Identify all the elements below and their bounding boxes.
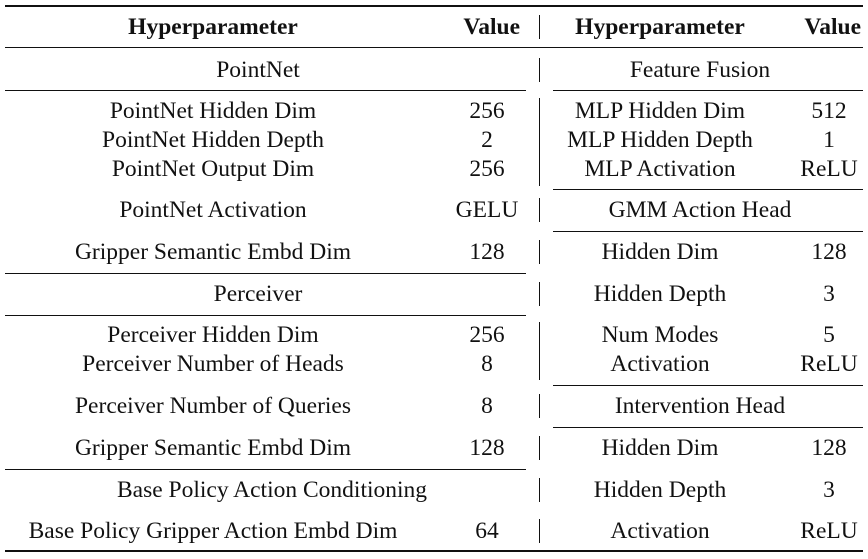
column-separator [539,15,541,39]
section-title-feature-fusion: Feature Fusion [629,57,771,83]
param-value: 256 [469,322,505,348]
param-value: ReLU [800,351,858,377]
perceiver-title-rule [5,315,526,317]
param-name: MLP Hidden Dim [574,98,746,124]
header-hyperparameter-left: Hyperparameter [128,14,298,40]
pointnet-title-rule [5,90,526,92]
column-separator [539,240,541,264]
top-rule [5,5,863,7]
param-value: 256 [469,156,505,182]
param-value: 8 [481,393,493,419]
param-value: 128 [811,435,847,461]
section-title-perceiver: Perceiver [213,281,303,307]
param-value: GELU [455,197,519,223]
bottom-rule [5,550,863,552]
param-name: Activation [610,518,710,544]
section-title-gmm-action-head: GMM Action Head [608,197,792,223]
param-value: 256 [469,98,505,124]
header-rule [5,47,863,49]
param-value: 2 [481,127,493,153]
header-hyperparameter-right: Hyperparameter [575,14,745,40]
param-value: 128 [469,239,505,265]
column-separator [539,394,541,418]
section-title-intervention-head: Intervention Head [614,393,786,419]
param-value: ReLU [800,518,858,544]
column-separator [539,282,541,306]
param-name: Perceiver Number of Queries [74,393,352,419]
param-value: 512 [811,98,847,124]
header-value-right: Value [804,14,861,40]
param-name: MLP Hidden Depth [567,127,753,153]
param-name: Hidden Depth [593,281,727,307]
intervention-title-rule [553,427,863,429]
param-name: PointNet Hidden Dim [109,98,317,124]
param-name: Activation [610,351,710,377]
param-name: PointNet Activation [119,197,307,223]
param-name: MLP Activation [584,156,736,182]
column-separator [539,322,541,380]
param-name: Num Modes [601,322,719,348]
intervention-top-rule [553,385,863,387]
param-value: ReLU [800,156,858,182]
header-value-left: Value [463,14,520,40]
param-value: 3 [823,281,835,307]
column-separator [539,519,541,543]
param-name: Hidden Depth [593,477,727,503]
param-value: 128 [469,435,505,461]
param-name: Perceiver Hidden Dim [107,322,319,348]
param-name: Hidden Dim [601,435,719,461]
param-name: PointNet Hidden Depth [102,127,324,153]
column-separator [539,436,541,460]
gmm-title-rule [553,231,863,233]
feature-fusion-title-rule [553,90,863,92]
column-separator [539,98,541,186]
param-value: 5 [823,322,835,348]
param-name: Gripper Semantic Embd Dim [74,435,352,461]
section-title-base-policy: Base Policy Action Conditioning [116,477,428,503]
param-value: 64 [475,518,499,544]
param-name: Gripper Semantic Embd Dim [74,239,352,265]
param-value: 3 [823,477,835,503]
perceiver-top-rule [5,273,526,275]
gmm-top-rule [553,189,863,191]
param-name: PointNet Output Dim [111,156,315,182]
param-value: 8 [481,351,493,377]
param-name: Base Policy Gripper Action Embd Dim [28,518,398,544]
section-title-pointnet: PointNet [216,57,300,83]
param-value: 1 [823,127,835,153]
param-value: 128 [811,239,847,265]
param-name: Perceiver Number of Heads [82,351,344,377]
column-separator [539,478,541,502]
column-separator [539,58,541,82]
column-separator [539,198,541,222]
base-policy-top-rule [5,469,526,471]
param-name: Hidden Dim [601,239,719,265]
